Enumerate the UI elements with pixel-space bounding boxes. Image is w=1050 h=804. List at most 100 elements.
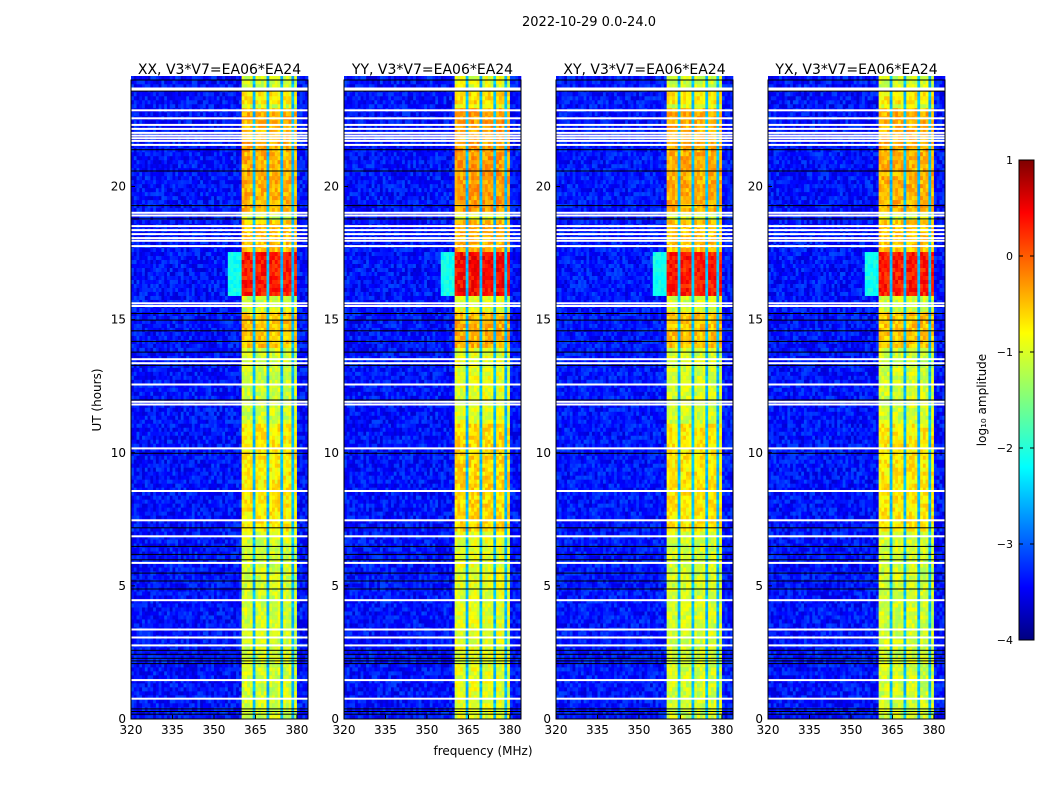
heatmap-cell bbox=[291, 583, 294, 587]
heatmap-cell bbox=[228, 675, 231, 679]
heatmap-cell bbox=[175, 539, 178, 543]
heatmap-cell bbox=[184, 703, 187, 707]
heatmap-cell bbox=[139, 631, 142, 635]
heatmap-cell bbox=[267, 687, 270, 691]
heatmap-cell bbox=[208, 639, 211, 643]
heatmap-cell bbox=[217, 687, 220, 691]
heatmap-cell bbox=[172, 575, 175, 579]
heatmap-cell bbox=[255, 523, 258, 527]
heatmap-cell bbox=[302, 703, 305, 707]
heatmap-cell bbox=[300, 543, 303, 547]
heatmap-cell bbox=[275, 615, 278, 619]
heatmap-cell bbox=[247, 595, 250, 599]
heatmap-cell bbox=[211, 539, 214, 543]
heatmap-cell bbox=[137, 575, 140, 579]
heatmap-cell bbox=[175, 531, 178, 535]
heatmap-cell bbox=[275, 631, 278, 635]
heatmap-cell bbox=[253, 683, 256, 687]
heatmap-cell bbox=[200, 615, 203, 619]
heatmap-cell bbox=[153, 523, 156, 527]
heatmap-cell bbox=[239, 603, 242, 607]
heatmap-cell bbox=[228, 639, 231, 643]
heatmap-cell bbox=[167, 543, 170, 547]
heatmap-cell bbox=[294, 543, 297, 547]
heatmap-cell bbox=[170, 623, 173, 627]
heatmap-cell bbox=[197, 515, 200, 519]
heatmap-cell bbox=[228, 671, 231, 675]
heatmap-cell bbox=[181, 703, 184, 707]
heatmap-cell bbox=[289, 591, 292, 595]
heatmap-cell bbox=[280, 703, 283, 707]
heatmap-cell bbox=[148, 603, 151, 607]
heatmap-cell bbox=[253, 607, 256, 611]
heatmap-cell bbox=[153, 687, 156, 691]
heatmap-cell bbox=[278, 607, 281, 611]
heatmap-cell bbox=[236, 607, 239, 611]
heatmap-cell bbox=[200, 619, 203, 623]
heatmap-cell bbox=[186, 687, 189, 691]
heatmap-cell bbox=[220, 575, 223, 579]
heatmap-cell bbox=[233, 543, 236, 547]
heatmap-cell bbox=[267, 567, 270, 571]
heatmap-cell bbox=[156, 543, 159, 547]
heatmap-cell bbox=[170, 703, 173, 707]
heatmap-cell bbox=[247, 543, 250, 547]
heatmap-cell bbox=[236, 595, 239, 599]
heatmap-cell bbox=[159, 631, 162, 635]
heatmap-cell bbox=[153, 551, 156, 555]
heatmap-cell bbox=[222, 691, 225, 695]
heatmap-cell bbox=[208, 531, 211, 535]
heatmap-cell bbox=[283, 543, 286, 547]
heatmap-cell bbox=[253, 511, 256, 515]
heatmap-cell bbox=[294, 539, 297, 543]
heatmap-cell bbox=[200, 671, 203, 675]
heatmap-cell bbox=[278, 567, 281, 571]
heatmap-cell bbox=[195, 607, 198, 611]
heatmap-cell bbox=[159, 511, 162, 515]
heatmap-cell bbox=[134, 619, 137, 623]
heatmap-cell bbox=[217, 583, 220, 587]
heatmap-cell bbox=[208, 555, 211, 559]
heatmap-cell bbox=[186, 551, 189, 555]
heatmap-cell bbox=[236, 639, 239, 643]
heatmap-cell bbox=[258, 551, 261, 555]
heatmap-cell bbox=[142, 683, 145, 687]
heatmap-cell bbox=[228, 619, 231, 623]
heatmap-cell bbox=[167, 683, 170, 687]
heatmap-cell bbox=[139, 675, 142, 679]
heatmap-cell bbox=[206, 603, 209, 607]
heatmap-cell bbox=[280, 511, 283, 515]
heatmap-cell bbox=[242, 675, 245, 679]
heatmap-cell bbox=[184, 687, 187, 691]
heatmap-cell bbox=[181, 667, 184, 671]
heatmap-cell bbox=[139, 591, 142, 595]
heatmap-cell bbox=[148, 619, 151, 623]
heatmap-cell bbox=[239, 639, 242, 643]
heatmap-cell bbox=[197, 611, 200, 615]
heatmap-cell bbox=[181, 515, 184, 519]
heatmap-cell bbox=[175, 543, 178, 547]
heatmap-cell bbox=[289, 539, 292, 543]
heatmap-cell bbox=[261, 555, 264, 559]
heatmap-cell bbox=[211, 691, 214, 695]
heatmap-cell bbox=[267, 555, 270, 559]
heatmap-cell bbox=[280, 683, 283, 687]
heatmap-cell bbox=[175, 523, 178, 527]
heatmap-cell bbox=[203, 547, 206, 551]
heatmap-cell bbox=[197, 595, 200, 599]
heatmap-cell bbox=[280, 547, 283, 551]
heatmap-cell bbox=[283, 567, 286, 571]
heatmap-cell bbox=[280, 555, 283, 559]
heatmap-cell bbox=[142, 539, 145, 543]
heatmap-cell bbox=[283, 547, 286, 551]
heatmap-cell bbox=[222, 703, 225, 707]
heatmap-cell bbox=[148, 691, 151, 695]
heatmap-cell bbox=[175, 603, 178, 607]
heatmap-cell bbox=[300, 631, 303, 635]
heatmap-cell bbox=[186, 547, 189, 551]
heatmap-cell bbox=[164, 531, 167, 535]
heatmap-cell bbox=[239, 595, 242, 599]
heatmap-cell bbox=[172, 623, 175, 627]
heatmap-cell bbox=[134, 591, 137, 595]
heatmap-cell bbox=[159, 551, 162, 555]
